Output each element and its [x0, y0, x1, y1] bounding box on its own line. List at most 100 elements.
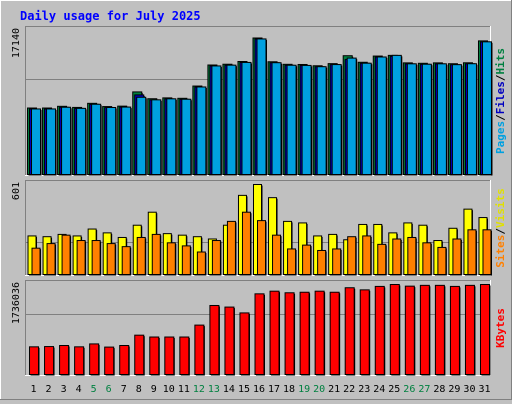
- panel-kbytes: 1736036 KBytes: [11, 280, 507, 376]
- y-tick-label: 601: [11, 182, 22, 200]
- bar-sites-day-30: [467, 229, 477, 276]
- bar-sites-day-31: [482, 229, 492, 276]
- bar-pages-day-21: [331, 64, 343, 176]
- x-tick-label-day-29: 29: [448, 384, 460, 395]
- bar-pages-day-1: [31, 108, 42, 176]
- bar-kbytes-day-1: [29, 346, 40, 376]
- bar-kbytes: [449, 285, 460, 375]
- bar-kbytes-day-2: [44, 346, 55, 376]
- bar-sites-day-21: [332, 248, 342, 276]
- bar-pages: [406, 63, 417, 175]
- bar-sites: [181, 245, 191, 275]
- y-tick-label: 17140: [11, 28, 22, 58]
- bar-pages-day-17: [271, 62, 283, 176]
- side-legend-sites: Sites: [494, 235, 507, 268]
- bar-kbytes-day-18: [284, 292, 296, 376]
- x-tick-label-day-1: 1: [31, 384, 37, 395]
- bar-pages: [136, 96, 147, 175]
- x-tick-label-day-22: 22: [343, 384, 355, 395]
- bar-pages-day-22: [346, 57, 358, 176]
- panel-hits-files-pages: 17140 Pages/Files/Hits: [11, 26, 507, 176]
- bar-pages: [436, 63, 447, 175]
- bar-sites: [211, 240, 221, 276]
- bar-pages: [256, 38, 267, 175]
- x-tick-label-day-7: 7: [121, 384, 127, 395]
- side-legend: Pages/Files/Hits: [494, 48, 507, 154]
- side-legend-separator: /: [494, 114, 507, 121]
- x-tick-label-day-9: 9: [151, 384, 157, 395]
- x-tick-label-day-2: 2: [46, 384, 52, 395]
- bar-kbytes: [59, 344, 70, 376]
- bar-sites-day-28: [437, 246, 447, 276]
- bar-pages-day-8: [136, 96, 147, 176]
- bar-pages: [46, 108, 57, 175]
- bar-sites: [362, 235, 372, 276]
- bar-sites: [377, 243, 387, 275]
- bar-kbytes-day-20: [314, 290, 326, 376]
- bar-sites-day-15: [241, 211, 252, 276]
- side-legend-pages: Pages: [494, 121, 507, 154]
- bar-sites: [467, 229, 477, 275]
- bar-pages: [421, 63, 432, 175]
- bar-pages: [271, 62, 282, 176]
- bar-kbytes: [314, 290, 325, 376]
- bar-sites: [196, 251, 206, 276]
- bar-sites-day-8: [136, 236, 147, 276]
- bar-kbytes-day-17: [269, 290, 281, 376]
- x-tick-label-day-19: 19: [298, 384, 310, 395]
- bar-pages-day-27: [421, 63, 433, 176]
- bar-pages: [31, 108, 42, 175]
- bar-pages: [301, 64, 312, 175]
- bar-kbytes: [224, 306, 235, 376]
- bar-kbytes: [389, 284, 400, 375]
- y-tick-label: 1736036: [11, 282, 22, 324]
- x-tick-label-day-20: 20: [313, 384, 325, 395]
- bar-kbytes: [254, 293, 265, 376]
- bar-sites-day-9: [151, 233, 162, 276]
- bar-pages-day-3: [61, 106, 72, 176]
- bar-sites: [106, 243, 116, 275]
- side-legend-kbytes: KBytes: [494, 308, 507, 348]
- bar-kbytes-day-5: [89, 343, 100, 376]
- bar-pages: [211, 65, 222, 175]
- bar-pages-day-18: [286, 64, 298, 176]
- bar-pages: [226, 64, 237, 175]
- bar-sites-day-23: [362, 235, 372, 276]
- side-legend-hits: Hits: [494, 48, 507, 75]
- bar-sites-day-10: [166, 242, 177, 276]
- bar-kbytes-day-28: [434, 284, 446, 376]
- bar-pages: [151, 99, 162, 175]
- bar-kbytes-day-19: [299, 291, 311, 376]
- bar-kbytes-day-26: [404, 285, 416, 376]
- bar-pages-day-11: [181, 98, 192, 176]
- bar-pages-day-26: [406, 63, 418, 176]
- bar-kbytes: [134, 334, 145, 376]
- x-tick-label-day-5: 5: [91, 384, 97, 395]
- bar-kbytes: [89, 343, 100, 375]
- bar-sites-day-13: [211, 240, 222, 276]
- bar-sites: [91, 240, 101, 276]
- bar-kbytes-day-31: [479, 284, 491, 376]
- bar-sites-day-7: [121, 246, 132, 276]
- bar-sites: [76, 240, 86, 276]
- bar-pages-day-28: [436, 63, 448, 176]
- x-tick-label-day-12: 12: [193, 384, 205, 395]
- bar-kbytes-day-9: [149, 336, 160, 376]
- bar-kbytes-day-16: [254, 293, 265, 376]
- side-legend-visits: Visits: [494, 188, 507, 228]
- bar-kbytes: [299, 291, 310, 375]
- bar-kbytes-day-23: [359, 289, 371, 376]
- bar-pages-day-19: [301, 64, 313, 176]
- side-legend-separator: /: [494, 74, 507, 81]
- bar-kbytes-day-13: [209, 304, 220, 376]
- bar-kbytes: [29, 346, 40, 375]
- bar-pages: [346, 57, 357, 175]
- panels-layer: 17140 Pages/Files/Hits 601 Sites / Visits 1736…: [11, 26, 507, 376]
- bar-kbytes-day-15: [239, 312, 250, 376]
- bar-pages: [91, 103, 102, 175]
- bar-pages: [106, 107, 117, 175]
- bar-sites-day-12: [196, 251, 207, 276]
- bar-kbytes-day-24: [374, 285, 386, 376]
- panel-visits-sites: 601 Sites/Visits: [11, 180, 507, 276]
